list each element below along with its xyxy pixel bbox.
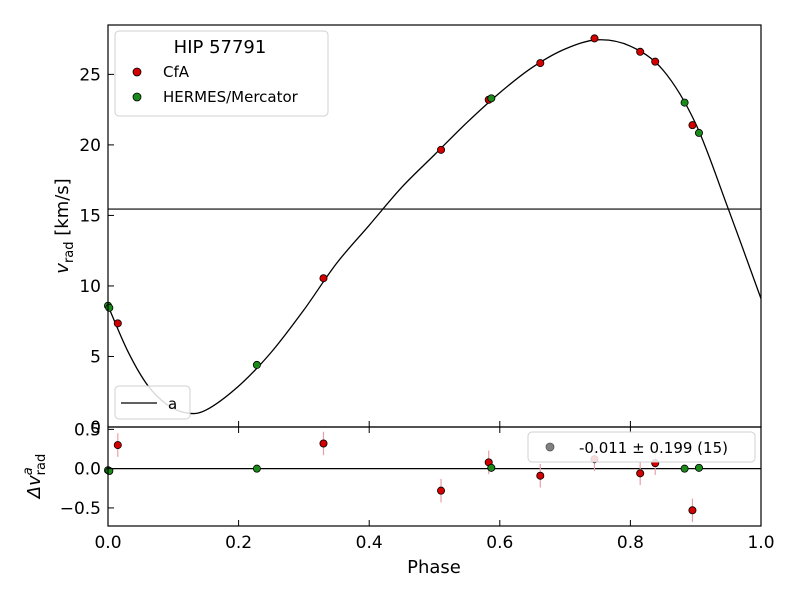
x-axis-label: Phase [407, 557, 461, 578]
data-point-hermes-5 [694, 128, 703, 137]
ytick-label: 5 [90, 347, 101, 367]
legend-box [114, 30, 329, 117]
ytick-label: 15 [79, 206, 101, 226]
residual-legend-box [527, 431, 756, 463]
data-point-cfa-0 [113, 319, 122, 328]
xtick-label: 0.8 [617, 533, 644, 553]
residual-point-cfa-0 [113, 441, 122, 450]
residual-point-hermes-4 [680, 464, 689, 473]
residual-legend: -0.011 ± 0.199 (15) [527, 431, 756, 463]
xtick-label: 0.0 [94, 533, 121, 553]
residual-point-cfa-8 [688, 506, 697, 515]
ytick-label: 20 [79, 136, 101, 156]
legend-marker-hermes [132, 92, 142, 102]
data-point-cfa-4 [536, 59, 545, 68]
xtick-label: 0.6 [486, 533, 513, 553]
legend-label-cfa: CfA [163, 63, 190, 81]
residual-point-hermes-2 [252, 464, 261, 473]
residual-legend-text: -0.011 ± 0.199 (15) [579, 439, 728, 457]
bottom-ylabel: Δvarad [21, 454, 49, 501]
ytick-label: 0.5 [74, 420, 101, 440]
data-point-hermes-4 [680, 98, 689, 107]
ytick-label: 25 [79, 65, 101, 85]
legend-title: HIP 57791 [174, 37, 267, 58]
data-point-hermes-2 [252, 360, 261, 369]
residual-point-cfa-4 [536, 471, 545, 480]
data-point-cfa-7 [651, 57, 660, 66]
residual-point-cfa-2 [437, 486, 446, 495]
data-point-cfa-5 [590, 34, 599, 43]
data-point-cfa-1 [319, 274, 328, 283]
data-point-cfa-2 [437, 145, 446, 154]
residual-point-hermes-3 [487, 463, 496, 472]
xtick-label: 1.0 [747, 533, 774, 553]
bottom-panel: −0.5 0.0 0.5 0.0 0.2 0.4 0.6 0.8 1.0 -0.011 ± 0.… [21, 420, 775, 578]
data-point-cfa-6 [636, 47, 645, 56]
data-point-cfa-8 [688, 121, 697, 130]
ytick-label: 10 [79, 277, 101, 297]
ytick-label: −0.5 [60, 499, 101, 519]
data-point-hermes-1 [105, 303, 114, 312]
ytick-label: 0.0 [74, 460, 101, 480]
bottom-plot-frame [107, 426, 762, 527]
residual-point-cfa-6 [636, 469, 645, 478]
data-point-hermes-3 [487, 94, 496, 103]
residual-legend-marker [545, 442, 555, 452]
residual-point-hermes-5 [694, 463, 703, 472]
ytick-label: 0 [90, 418, 101, 438]
model-legend: a [114, 385, 191, 420]
residual-point-cfa-1 [319, 439, 328, 448]
xtick-label: 0.2 [225, 533, 252, 553]
top-panel: 0 5 10 15 20 25 HIP 57791 CfA HERMES/Mercator… [52, 24, 762, 438]
legend-marker-cfa [132, 67, 142, 77]
legend-label-hermes: HERMES/Mercator [163, 88, 299, 106]
model-legend-label: a [168, 395, 177, 413]
xtick-label: 0.4 [356, 533, 383, 553]
top-ylabel: vrad [km/s] [52, 178, 77, 273]
legend: HIP 57791 CfA HERMES/Mercator [114, 30, 329, 117]
